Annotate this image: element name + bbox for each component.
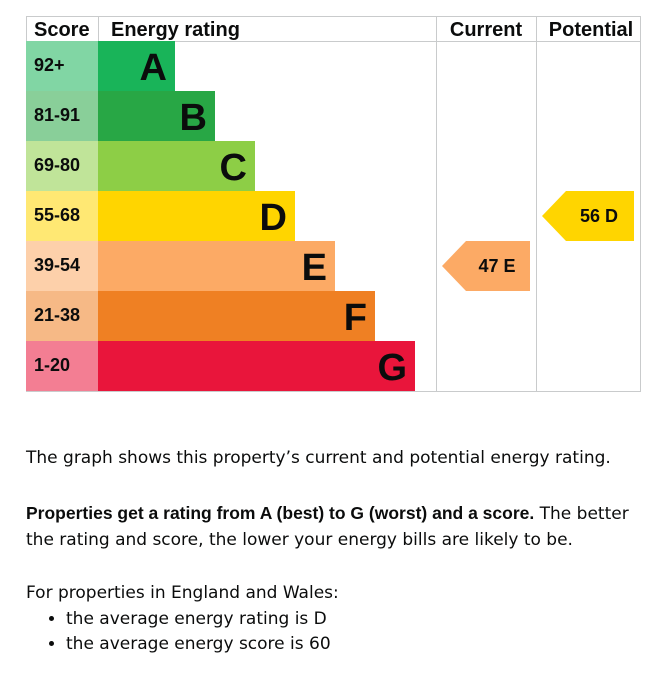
band-letter-g: G — [377, 347, 407, 389]
intro-text: The graph shows this property’s current … — [26, 448, 611, 468]
band-bar-b — [98, 91, 215, 141]
score-cell-g — [26, 341, 98, 391]
rating-bands: 92+ A 81-91 B 69-80 C 55-68 D 39-54 E 21-38 F 1-20 G — [26, 41, 415, 391]
score-cell-d — [26, 191, 98, 241]
band-letter-f: F — [344, 297, 367, 339]
header-current: Current — [450, 19, 523, 41]
average-score-item: the average energy score is 60 — [66, 632, 331, 657]
band-letter-d: D — [260, 197, 287, 239]
potential-rating-arrow — [542, 191, 634, 241]
band-bar-g — [98, 341, 415, 391]
score-cell-b — [26, 91, 98, 141]
rating-explanation-rest: The better the rating and score, the low… — [26, 504, 629, 550]
score-cell-f — [26, 291, 98, 341]
score-cell-e — [26, 241, 98, 291]
band-bar-a — [98, 41, 175, 91]
band-letter-c: C — [220, 147, 247, 189]
band-bar-d — [98, 191, 295, 241]
score-cell-c — [26, 141, 98, 191]
current-rating-label: 47 E — [478, 256, 515, 276]
score-label-e: 39-54 — [34, 255, 80, 275]
header-score: Score — [34, 19, 90, 41]
header-energy-rating: Energy rating — [111, 19, 240, 41]
band-letter-a: A — [140, 47, 167, 89]
average-rating-item: the average energy rating is D — [66, 607, 331, 632]
rating-explanation-bold: Properties get a rating from A (best) to… — [26, 503, 535, 523]
band-bar-c — [98, 141, 255, 191]
header-potential: Potential — [549, 19, 633, 41]
score-label-b: 81-91 — [34, 105, 80, 125]
energy-rating-chart: Score Energy rating Current Potential 92… — [26, 16, 641, 392]
score-label-c: 69-80 — [34, 155, 80, 175]
averages-list: the average energy rating is D the avera… — [26, 607, 331, 657]
score-label-a: 92+ — [34, 55, 65, 75]
rating-markers: 47 E 56 D — [442, 191, 634, 291]
potential-rating-label: 56 D — [580, 206, 618, 226]
score-label-d: 55-68 — [34, 205, 80, 225]
current-rating-arrow — [442, 241, 530, 291]
region-text: For properties in England and Wales: — [26, 583, 339, 603]
score-cell-a — [26, 41, 98, 91]
score-label-f: 21-38 — [34, 305, 80, 325]
band-bar-e — [98, 241, 335, 291]
band-letter-e: E — [302, 247, 327, 289]
score-label-g: 1-20 — [34, 355, 70, 375]
rating-explanation: Properties get a rating from A (best) to… — [26, 500, 646, 553]
band-letter-b: B — [180, 97, 207, 139]
band-bar-f — [98, 291, 375, 341]
